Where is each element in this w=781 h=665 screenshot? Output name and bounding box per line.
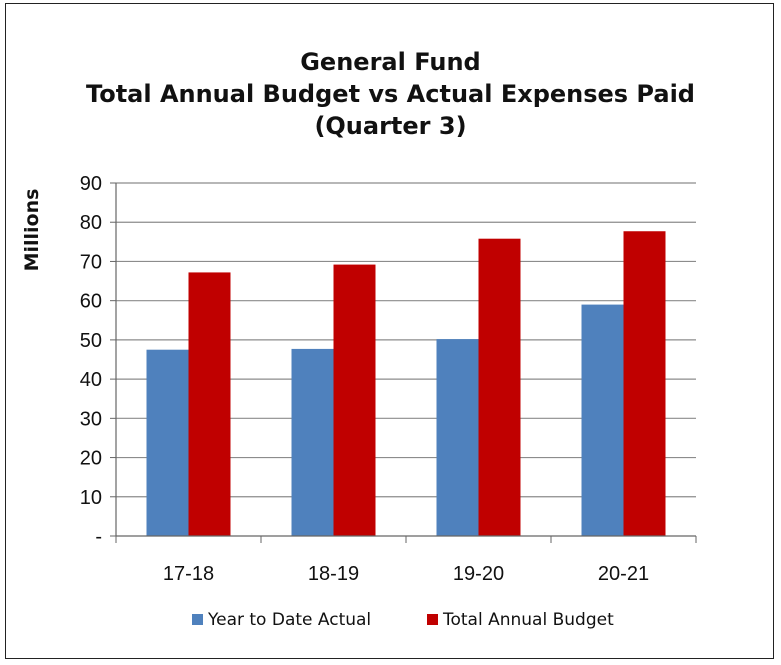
chart-title: General Fund Total Annual Budget vs Actu…: [0, 46, 781, 142]
legend: Year to Date Actual Total Annual Budget: [192, 610, 614, 630]
y-tick-label: 90: [80, 173, 102, 195]
bars: [146, 231, 666, 536]
y-tick-label: 20: [80, 448, 102, 470]
y-axis-label: Millions: [21, 189, 43, 272]
x-tick-label: 20-21: [598, 563, 649, 585]
chart-title-line-1: General Fund: [300, 48, 481, 76]
bar-total-annual-budget-19-20: [478, 238, 521, 536]
y-tick-label: 40: [80, 369, 102, 391]
x-tick-label: 19-20: [453, 563, 504, 585]
bar-year-to-date-actual-20-21: [581, 304, 624, 536]
y-tick-label: 80: [80, 212, 102, 234]
y-tick-label: 60: [80, 291, 102, 313]
bar-total-annual-budget-18-19: [333, 264, 376, 536]
chart-title-line-3: (Quarter 3): [314, 112, 467, 140]
chart-title-line-2: Total Annual Budget vs Actual Expenses P…: [86, 80, 695, 108]
axes: - 10 20 30 40 50 60 70 80 90 17-18 18-19 19-20 20-21: [80, 173, 697, 585]
bar-total-annual-budget-17-18: [188, 272, 231, 536]
bar-year-to-date-actual-18-19: [291, 348, 334, 536]
y-tick-label: 70: [80, 251, 102, 273]
x-tick-label: 17-18: [163, 563, 214, 585]
legend-label: Total Annual Budget: [442, 610, 614, 630]
legend-swatch: [427, 614, 438, 625]
y-tick-label: 30: [80, 408, 102, 430]
bar-total-annual-budget-20-21: [623, 231, 666, 536]
legend-swatch: [192, 614, 203, 625]
bar-year-to-date-actual-17-18: [146, 349, 189, 536]
legend-label: Year to Date Actual: [207, 610, 371, 630]
y-tick-label: 50: [80, 330, 102, 352]
x-tick-label: 18-19: [308, 563, 359, 585]
bar-year-to-date-actual-19-20: [436, 339, 479, 536]
y-tick-label: 10: [80, 487, 102, 509]
y-tick-label: -: [95, 526, 102, 548]
